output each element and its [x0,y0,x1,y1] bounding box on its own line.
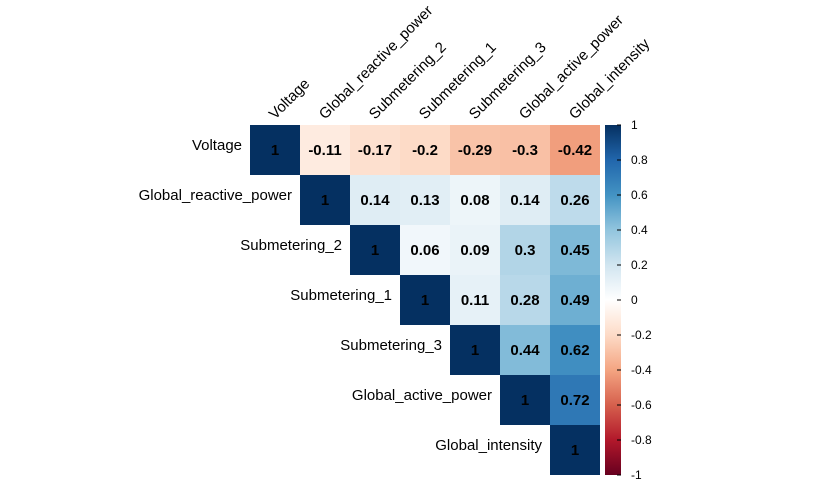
cell-value-2-6: 0.45 [560,242,589,259]
colorbar-tick-label-8: -0.6 [631,398,652,412]
cell-value-6-6: 1 [571,442,579,459]
cell-value-1-2: 0.14 [360,192,390,209]
heatmap-cell-4-6 [550,325,600,375]
cell-value-0-5: -0.3 [512,142,538,159]
heatmap-cell-3-5 [500,275,550,325]
row-labels: Voltage Global_reactive_power Submetering_… [139,137,543,454]
heatmap-cell-1-6 [550,175,600,225]
colorbar-tick-label-2: 0.6 [631,188,648,202]
cell-value-0-0: 1 [271,142,279,159]
colorbar-gradient [605,125,621,475]
colorbar-tick-label-5: 0 [631,293,638,307]
cell-value-5-5: 1 [521,392,529,409]
heatmap-cell-2-4 [450,225,500,275]
cell-value-2-5: 0.3 [515,242,536,259]
cell-value-1-5: 0.14 [510,192,540,209]
cell-value-2-2: 1 [371,242,379,259]
colorbar-tick-label-1: 0.8 [631,153,648,167]
cell-value-1-6: 0.26 [560,192,589,209]
column-label-0: Voltage [266,75,313,122]
column-labels: Voltage Global_reactive_powerSubmetering_… [266,2,654,123]
heatmap-cell-0-6 [550,125,600,175]
cell-value-0-4: -0.29 [458,142,492,159]
colorbar-tick-label-0: 1 [631,118,638,132]
heatmap-cell-0-2 [350,125,400,175]
row-label-4: Submetering_3 [340,337,442,354]
heatmap-cell-2-2 [350,225,400,275]
cell-value-1-4: 0.08 [460,192,489,209]
cell-value-3-4: 0.11 [461,292,489,309]
heatmap-cells [250,125,600,475]
row-label-5: Global_active_power [352,387,492,404]
cell-value-2-3: 0.06 [410,242,439,259]
heatmap-cell-1-4 [450,175,500,225]
heatmap-cell-6-6 [550,425,600,475]
colorbar-tick-label-7: -0.4 [631,363,652,377]
heatmap-cell-3-6 [550,275,600,325]
heatmap-cell-2-5 [500,225,550,275]
heatmap-cell-0-1 [300,125,350,175]
heatmap-cell-0-3 [400,125,450,175]
row-label-1: Global_reactive_power [139,187,292,204]
cell-value-4-4: 1 [471,342,479,359]
cell-value-0-1: -0.11 [308,142,341,159]
cell-value-3-3: 1 [421,292,429,309]
row-label-6: Global_intensity [435,437,542,454]
cell-value-3-5: 0.28 [510,292,539,309]
cell-value-1-3: 0.13 [410,192,439,209]
heatmap-cell-4-5 [500,325,550,375]
cell-value-5-6: 0.72 [560,392,589,409]
cell-value-labels: 1 -0.11 -0.17 -0.2 -0.29 -0.3 -0.42 1 0.14 0.13 0.… [271,142,592,459]
heatmap-cell-2-3 [400,225,450,275]
row-label-3: Submetering_1 [290,287,392,304]
cell-value-3-6: 0.49 [560,292,589,309]
heatmap-cell-1-5 [500,175,550,225]
row-label-2: Submetering_2 [240,237,342,254]
cell-value-4-5: 0.44 [510,342,540,359]
heatmap-cell-4-4 [450,325,500,375]
row-label-0: Voltage [192,137,242,154]
colorbar: 1 0.8 0.6 0.4 0.2 0 -0.2 -0.4 -0.6 -0.8 -1 [605,118,652,482]
heatmap-cell-0-0 [250,125,300,175]
cell-value-4-6: 0.62 [560,342,589,359]
heatmap-cell-3-3 [400,275,450,325]
heatmap-cell-0-4 [450,125,500,175]
heatmap-cell-1-1 [300,175,350,225]
colorbar-tick-label-6: -0.2 [631,328,652,342]
colorbar-tick-label-10: -1 [631,468,642,482]
cell-value-0-3: -0.2 [412,142,438,159]
heatmap-cell-3-4 [450,275,500,325]
heatmap-cell-5-5 [500,375,550,425]
cell-value-0-6: -0.42 [558,142,592,159]
cell-value-0-2: -0.17 [358,142,392,159]
cell-value-1-1: 1 [321,192,329,209]
colorbar-tick-label-9: -0.8 [631,433,652,447]
heatmap-cell-2-6 [550,225,600,275]
colorbar-tick-label-4: 0.2 [631,258,648,272]
heatmap-cell-0-5 [500,125,550,175]
cell-value-2-4: 0.09 [460,242,489,259]
heatmap-cell-1-2 [350,175,400,225]
heatmap-cell-5-6 [550,375,600,425]
colorbar-tick-label-3: 0.4 [631,223,648,237]
heatmap-cell-1-3 [400,175,450,225]
